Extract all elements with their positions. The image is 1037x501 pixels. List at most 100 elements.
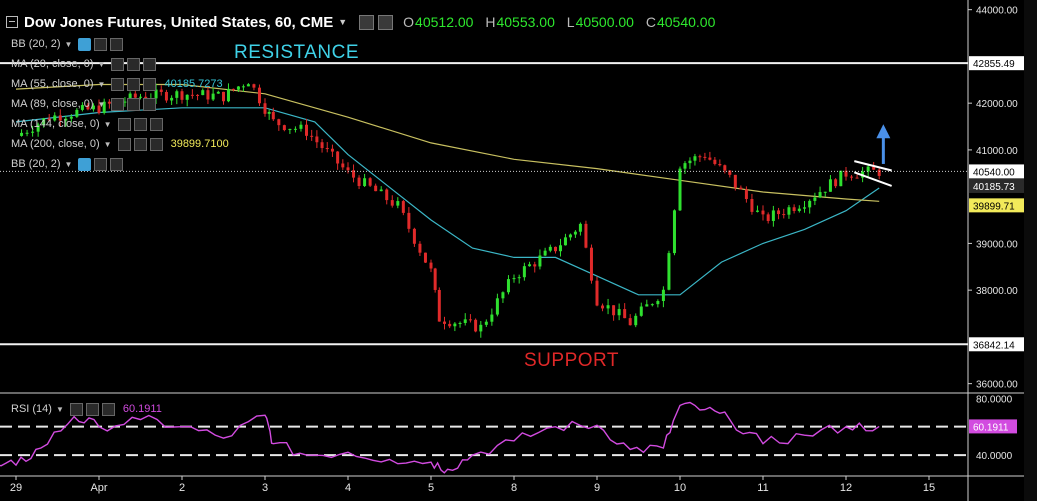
resistance-label: RESISTANCE	[234, 42, 360, 63]
candle-body	[490, 314, 494, 322]
rsi-tick-label: 80.0000	[976, 394, 1013, 405]
last-price-tag	[969, 164, 1024, 179]
eye-icon[interactable]	[111, 57, 125, 71]
chevron-down-icon[interactable]: ▼	[64, 159, 73, 169]
settings-icon[interactable]	[127, 57, 141, 71]
rsi-tick-label: 40.0000	[976, 451, 1013, 462]
candle-body	[91, 105, 95, 110]
candle-body	[31, 131, 35, 133]
candle-body	[385, 189, 389, 201]
indicator-row[interactable]: MA (200, close, 0) ▼ 39899.7100	[11, 137, 229, 151]
rsi-value: 60.1911	[122, 403, 162, 415]
chart-header: Dow Jones Futures, United States, 60, CM…	[6, 10, 715, 34]
chevron-down-icon[interactable]: ▼	[97, 79, 106, 89]
eye-icon[interactable]	[69, 402, 83, 416]
indicator-row[interactable]: BB (20, 2) ▼	[11, 156, 124, 172]
chevron-down-icon[interactable]: ▼	[338, 17, 348, 27]
candle-body	[733, 174, 737, 188]
eye-icon[interactable]	[111, 97, 125, 111]
close-icon[interactable]	[149, 137, 163, 151]
candle-body	[787, 207, 791, 215]
candle-body	[58, 115, 62, 121]
close-icon[interactable]	[110, 157, 124, 171]
breakout-arrow-icon	[876, 124, 891, 139]
chevron-down-icon[interactable]: ▼	[97, 59, 106, 69]
indicator-row[interactable]: MA (89, close, 0) ▼	[11, 96, 157, 112]
chevron-down-icon[interactable]: ▼	[103, 139, 112, 149]
indicator-row[interactable]: MA (55, close, 0) ▼ 40185.7273	[11, 77, 223, 91]
level-price-label: 36842.14	[973, 340, 1015, 351]
close-icon[interactable]	[143, 77, 157, 91]
y-tick-label: 36000.00	[976, 380, 1018, 391]
candle-body	[330, 148, 334, 152]
candle-body	[267, 111, 271, 114]
x-tick-label: Apr	[90, 482, 107, 494]
indicator-row[interactable]: BB (20, 2) ▼	[11, 36, 124, 52]
candle-body	[834, 179, 838, 187]
indicator-value: 40185.7273	[164, 78, 223, 90]
candle-body	[241, 86, 245, 88]
candle-body	[656, 300, 660, 305]
candle-body	[463, 319, 467, 323]
chevron-down-icon[interactable]: ▼	[55, 404, 64, 414]
settings-icon[interactable]	[127, 97, 141, 111]
candle-body	[107, 101, 111, 104]
indicator-row[interactable]: MA (20, close, 0) ▼	[11, 56, 157, 72]
settings-icon[interactable]	[94, 37, 108, 51]
candle-body	[352, 170, 356, 178]
flag-lower-line	[853, 171, 892, 187]
candle-body	[53, 115, 57, 121]
candle-body	[584, 223, 588, 248]
candle-body	[601, 305, 605, 309]
candle-body	[517, 277, 521, 279]
candle-body	[739, 187, 743, 190]
settings-icon[interactable]	[359, 14, 375, 30]
hide-icon[interactable]	[378, 14, 394, 30]
level-price-label: 42855.49	[973, 59, 1015, 70]
candle-body	[97, 105, 101, 113]
collapse-icon[interactable]	[6, 16, 18, 28]
candle-body	[257, 87, 261, 104]
candle-body	[777, 210, 781, 215]
close-icon[interactable]	[143, 57, 157, 71]
candle-body	[538, 255, 542, 267]
eye-icon[interactable]	[117, 137, 131, 151]
candle-body	[782, 214, 786, 216]
right-toolbar	[1024, 0, 1037, 501]
x-tick-label: 4	[345, 482, 351, 494]
candle-body	[196, 94, 200, 96]
x-tick-label: 10	[674, 482, 686, 494]
eye-icon[interactable]	[78, 37, 92, 51]
settings-icon[interactable]	[127, 77, 141, 91]
support-label: SUPPORT	[524, 350, 620, 371]
candle-body	[661, 289, 665, 301]
settings-icon[interactable]	[133, 137, 147, 151]
close-icon[interactable]	[101, 402, 115, 416]
eye-icon[interactable]	[111, 77, 125, 91]
eye-icon[interactable]	[117, 117, 131, 131]
symbol-title[interactable]: Dow Jones Futures, United States, 60, CM…	[24, 13, 334, 31]
eye-icon[interactable]	[78, 157, 92, 171]
indicator-value: 39899.7100	[170, 138, 229, 150]
chevron-down-icon[interactable]: ▼	[103, 119, 112, 129]
candle-body	[86, 105, 90, 110]
y-tick-label: 42000.00	[976, 99, 1018, 110]
ohlc-readout: O40512.00 H40553.00 L40500.00 C40540.00	[403, 14, 716, 30]
rsi-legend[interactable]: RSI (14) ▼ 60.1911	[11, 402, 162, 416]
candle-body	[813, 197, 817, 201]
close-icon[interactable]	[143, 97, 157, 111]
candle-body	[25, 132, 29, 134]
settings-icon[interactable]	[85, 402, 99, 416]
close-icon[interactable]	[110, 37, 124, 51]
chevron-down-icon[interactable]: ▼	[97, 99, 106, 109]
candle-body	[667, 253, 671, 290]
settings-icon[interactable]	[133, 117, 147, 131]
candle-body	[341, 163, 345, 168]
close-icon[interactable]	[149, 117, 163, 131]
candle-body	[713, 159, 717, 164]
candle-body	[407, 212, 411, 229]
settings-icon[interactable]	[94, 157, 108, 171]
chevron-down-icon[interactable]: ▼	[64, 39, 73, 49]
indicator-row[interactable]: MA (144, close, 0) ▼	[11, 116, 163, 132]
candle-body	[708, 157, 712, 160]
